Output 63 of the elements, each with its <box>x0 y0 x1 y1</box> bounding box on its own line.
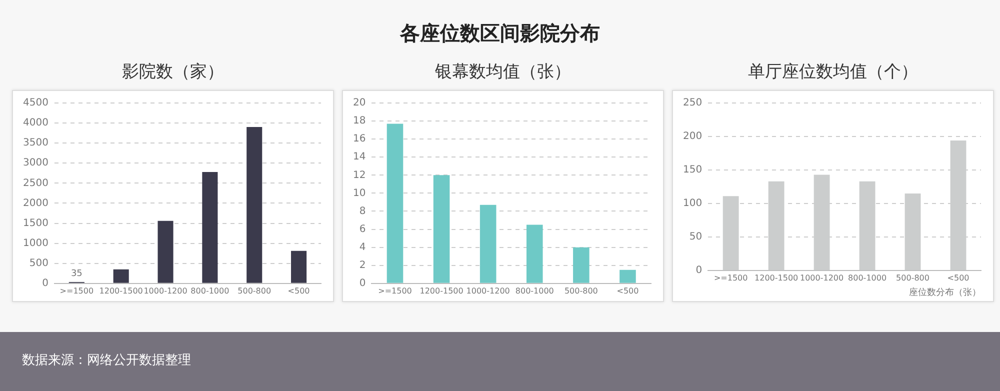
y-tick-label: 200 <box>682 131 702 142</box>
bar <box>113 269 129 283</box>
x-tick-label: 1000-1200 <box>144 286 188 296</box>
bar <box>246 127 262 283</box>
y-tick-label: 3000 <box>22 158 48 169</box>
y-tick-label: 4000 <box>22 118 48 129</box>
y-tick-label: 1500 <box>22 218 48 229</box>
y-tick-label: 2 <box>359 260 366 271</box>
y-tick-label: 0 <box>696 265 702 276</box>
chart-title: 银幕数均值（张） <box>434 61 572 84</box>
y-tick-label: 16 <box>352 134 366 145</box>
data-label: 35 <box>70 268 82 279</box>
y-tick-label: 4 <box>359 242 366 253</box>
x-tick-label: <500 <box>288 286 310 296</box>
y-tick-label: 100 <box>682 198 702 210</box>
x-axis-title: 座位数分布（张） <box>909 286 981 298</box>
x-tick-label: 500-800 <box>238 286 272 296</box>
y-tick-label: 500 <box>29 258 48 269</box>
y-tick-label: 2500 <box>22 178 48 189</box>
x-tick-label: 1200-1500 <box>754 273 798 282</box>
y-tick-label: 1000 <box>22 238 48 249</box>
x-tick-label: <500 <box>616 286 639 296</box>
x-tick-label: >=1500 <box>60 286 94 296</box>
bar <box>573 247 590 283</box>
y-tick-label: 12 <box>352 170 366 181</box>
y-tick-label: 6 <box>359 224 366 235</box>
x-tick-label: >=1500 <box>714 273 748 282</box>
x-tick-label: 1000-1200 <box>800 273 844 282</box>
bar <box>620 270 636 283</box>
y-tick-label: 150 <box>682 164 702 176</box>
y-tick-label: 2000 <box>22 198 48 209</box>
bar <box>291 250 307 283</box>
y-tick-label: 14 <box>352 152 366 163</box>
x-tick-label: 500-800 <box>564 286 598 296</box>
x-tick-label: 800-1000 <box>190 286 230 296</box>
bar <box>526 224 543 283</box>
bar <box>202 172 218 283</box>
text: 各座位数区间影院分布 <box>398 20 601 47</box>
y-tick-label: 10 <box>352 188 366 199</box>
y-tick-label: 18 <box>352 116 366 127</box>
y-tick-label: 4500 <box>22 98 48 109</box>
chart-title: 单厅座位数均值（个） <box>747 61 919 84</box>
y-tick-label: 250 <box>682 98 702 109</box>
y-tick-label: 20 <box>352 98 366 109</box>
x-tick-label: 800-1000 <box>515 286 554 296</box>
x-tick-label: 800-1000 <box>848 273 887 282</box>
y-tick-label: 0 <box>359 278 366 289</box>
bar <box>480 204 496 283</box>
x-tick-label: 1000-1200 <box>466 286 510 296</box>
bar <box>433 175 450 283</box>
source-note: 数据来源：网络公开数据整理 <box>22 352 191 369</box>
x-tick-label: 1200-1500 <box>420 286 464 296</box>
x-tick-label: <500 <box>947 273 970 282</box>
bar <box>386 124 404 283</box>
x-tick-label: >=1500 <box>378 286 412 296</box>
x-tick-label: 500-800 <box>896 273 930 282</box>
y-tick-label: 8 <box>359 206 366 217</box>
bar <box>158 220 174 283</box>
y-tick-label: 3500 <box>22 138 48 149</box>
chart-title: 影院数（家） <box>121 61 225 84</box>
y-tick-label: 50 <box>689 232 702 243</box>
y-tick-label: 0 <box>42 278 48 289</box>
x-tick-label: 1200-1500 <box>99 286 143 296</box>
